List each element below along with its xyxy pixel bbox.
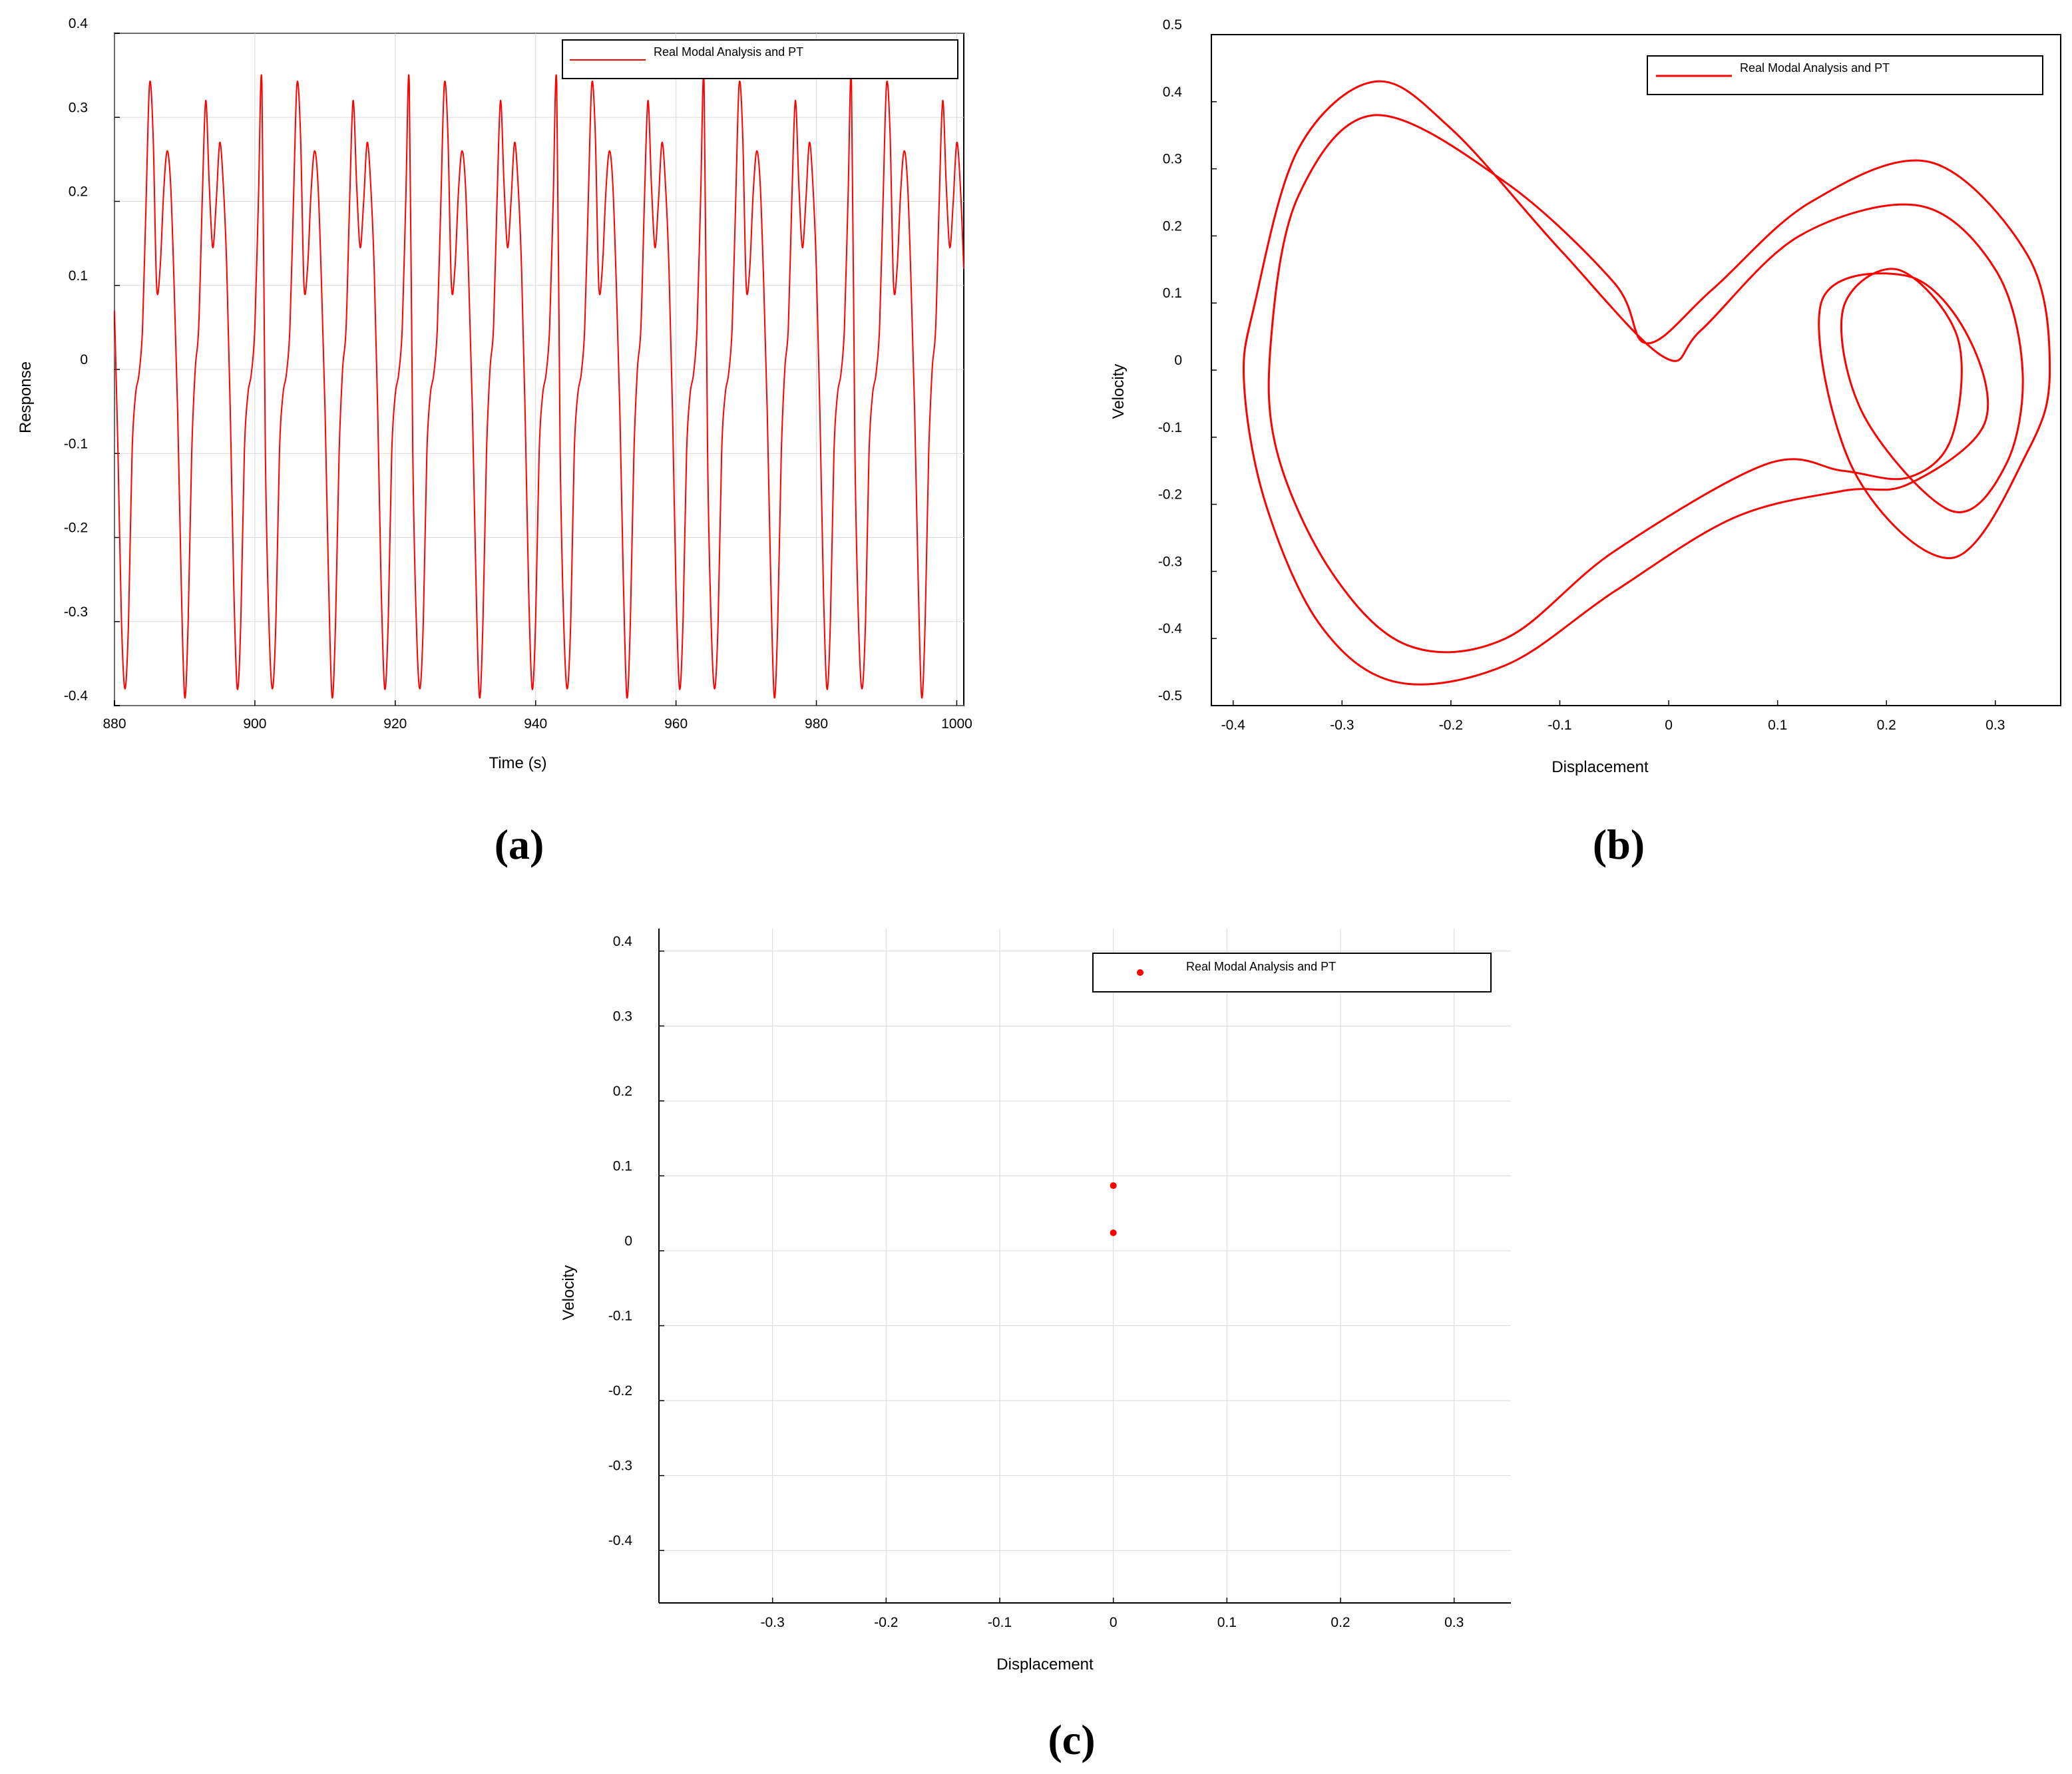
chart-b-xtick-label: -0.1	[1548, 718, 1571, 733]
chart-c: -0.3 -0.2 -0.1 0 0.1 0.2 0.3 0.4 0.3 0.2 0.1 0 -0.1 -…	[560, 929, 1511, 1763]
chart-b-legend: Real Modal Analysis and PT	[1647, 55, 2043, 95]
chart-a-xtick-label: 960	[664, 716, 688, 732]
chart-b-ytick-label: -0.3	[1158, 554, 1182, 569]
chart-c-ytick-label: 0	[624, 1233, 632, 1249]
chart-c-xtick-label: 0.1	[1217, 1615, 1237, 1630]
chart-c-legend-label: Real Modal Analysis and PT	[1186, 960, 1336, 973]
chart-c-ytick-label: 0.3	[613, 1008, 632, 1024]
chart-c-point	[1110, 1182, 1117, 1190]
chart-c-xtick-label: 0.3	[1444, 1615, 1464, 1630]
chart-a-legend-label: Real Modal Analysis and PT	[654, 45, 803, 59]
chart-b-ytick-label: 0	[1174, 353, 1182, 368]
chart-b-xtick-label: -0.4	[1221, 718, 1246, 733]
chart-b-xtick-label: -0.2	[1439, 718, 1463, 733]
chart-a-xtick-label: 920	[383, 716, 407, 732]
chart-a-legend: Real Modal Analysis and PT	[562, 39, 958, 79]
chart-c-ytick-label: -0.2	[608, 1383, 632, 1399]
chart-c-xtick-label: -0.2	[874, 1615, 898, 1630]
chart-a-xtick-label: 1000	[941, 716, 972, 732]
chart-b-legend-label: Real Modal Analysis and PT	[1740, 61, 1890, 75]
chart-c-ylabel: Velocity	[560, 1265, 578, 1321]
chart-b-xlabel: Displacement	[1552, 758, 1649, 776]
chart-c-xtick-label: -0.3	[761, 1615, 785, 1630]
chart-c-legend-marker	[1137, 969, 1143, 976]
chart-a-ytick-label: 0.3	[69, 100, 88, 115]
chart-a-ytick-label: 0.4	[69, 16, 89, 31]
chart-a-xtick-label: 980	[805, 716, 828, 732]
chart-b-ytick-label: -0.4	[1158, 621, 1183, 636]
chart-b-ytick-label: 0.4	[1163, 85, 1183, 100]
chart-b-ytick-label: 0.2	[1163, 218, 1182, 234]
chart-c-panel-label: (c)	[1048, 1716, 1095, 1763]
chart-a-xlabel: Time (s)	[489, 754, 546, 772]
chart-b-ytick-label: -0.2	[1158, 487, 1182, 503]
chart-a-grid	[114, 33, 964, 706]
chart-c-ytick-label: 0.2	[613, 1084, 632, 1099]
chart-a-ticks: 880 900 920 940 960 980 1000 0.4 0.3 0.2 0.1 0 -0.1 -…	[64, 16, 972, 732]
chart-a-xtick-label: 880	[103, 716, 126, 732]
chart-b-xtick-label: -0.3	[1330, 718, 1354, 733]
chart-b-xtick-label: 0.1	[1768, 718, 1787, 733]
chart-a-ytick-label: 0	[80, 352, 88, 367]
chart-b-ytick-label: -0.1	[1158, 420, 1182, 435]
chart-c-ytick-label: 0.4	[613, 934, 633, 949]
chart-c-ytick-label: -0.4	[608, 1533, 633, 1548]
chart-b-xtick-label: 0.2	[1877, 718, 1896, 733]
chart-c-grid	[659, 929, 1511, 1603]
chart-a-ytick-label: -0.2	[64, 521, 88, 536]
chart-b-ticks: -0.4 -0.3 -0.2 -0.1 0 0.1 0.2 0.3 0.5 0.4 0.3 0.2 0.…	[1158, 17, 2005, 733]
chart-b-xtick-label: 0	[1665, 718, 1673, 733]
chart-a-panel-label: (a)	[495, 821, 544, 868]
chart-b-series-line	[1242, 80, 2051, 686]
chart-a-ytick-label: 0.2	[69, 184, 88, 200]
chart-c-xlabel: Displacement	[996, 1656, 1094, 1673]
chart-a-ytick-label: -0.3	[64, 604, 88, 620]
chart-b-xtick-label: 0.3	[1985, 718, 2005, 733]
chart-a-xtick-label: 900	[243, 716, 266, 732]
chart-a-ytick-label: 0.1	[69, 268, 88, 284]
chart-a-ytick-label: -0.4	[64, 688, 89, 704]
chart-b-ylabel: Velocity	[1110, 364, 1128, 419]
chart-c-ytick-label: -0.3	[608, 1458, 632, 1474]
chart-c-point	[1110, 1229, 1117, 1236]
chart-b-ytick-label: -0.5	[1158, 688, 1182, 704]
chart-b-plot-area	[1211, 34, 2061, 706]
chart-c-legend-box	[1092, 953, 1492, 993]
chart-a-ylabel: Response	[17, 361, 35, 433]
chart-c-xtick-label: 0	[1110, 1615, 1118, 1630]
chart-c-ticks: -0.3 -0.2 -0.1 0 0.1 0.2 0.3 0.4 0.3 0.2 0.1 0 -0.1 -…	[608, 934, 1464, 1630]
chart-b-ytick-label: 0.5	[1163, 17, 1182, 33]
chart-b: -0.4 -0.3 -0.2 -0.1 0 0.1 0.2 0.3 0.5 0.4 0.3 0.2 0.…	[1110, 17, 2061, 868]
chart-a-ytick-label: -0.1	[64, 436, 88, 451]
chart-a-xtick-label: 940	[524, 716, 547, 732]
chart-c-xtick-label: 0.2	[1331, 1615, 1350, 1630]
chart-b-panel-label: (b)	[1593, 821, 1645, 868]
chart-c-xtick-label: -0.1	[988, 1615, 1012, 1630]
chart-c-points	[1110, 1182, 1117, 1236]
chart-b-ytick-label: 0.3	[1163, 152, 1182, 167]
chart-a: 880 900 920 940 960 980 1000 0.4 0.3 0.2 0.1 0 -0.1 -…	[17, 16, 972, 868]
chart-a-series-line	[114, 74, 964, 699]
chart-b-ytick-label: 0.1	[1163, 286, 1182, 301]
chart-c-ytick-label: -0.1	[608, 1309, 632, 1324]
chart-c-legend: Real Modal Analysis and PT	[1092, 953, 1492, 993]
chart-c-ytick-label: 0.1	[613, 1158, 632, 1174]
